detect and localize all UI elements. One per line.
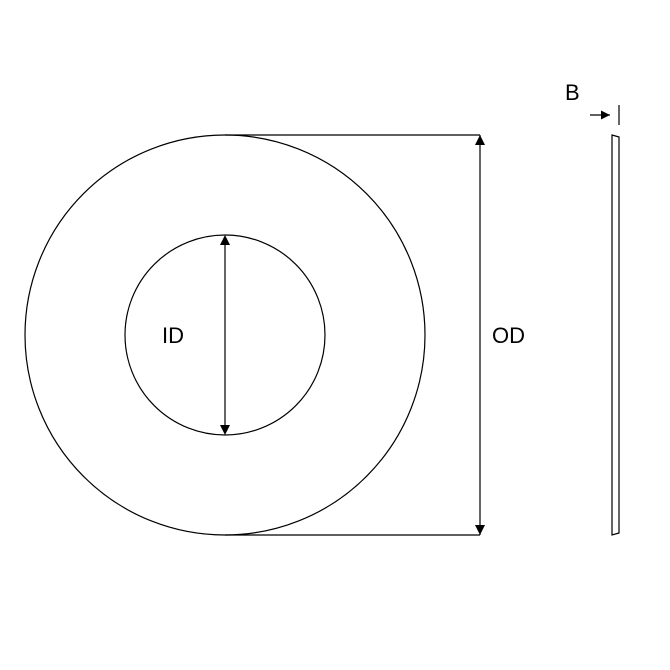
od-arrow-top — [475, 135, 485, 145]
id-arrow-top — [220, 235, 230, 245]
side-view-rect — [612, 135, 619, 535]
b-arrow — [601, 111, 610, 120]
id-arrow-bottom — [220, 425, 230, 435]
od-arrow-bottom — [475, 525, 485, 535]
dimension-b: B — [565, 80, 619, 125]
b-label: B — [565, 80, 580, 105]
washer-side-view — [612, 135, 619, 535]
od-label: OD — [492, 323, 525, 348]
washer-technical-drawing: ID OD B — [0, 0, 670, 670]
dimension-id: ID — [162, 235, 230, 435]
dimension-od: OD — [225, 135, 525, 535]
id-label: ID — [162, 323, 184, 348]
